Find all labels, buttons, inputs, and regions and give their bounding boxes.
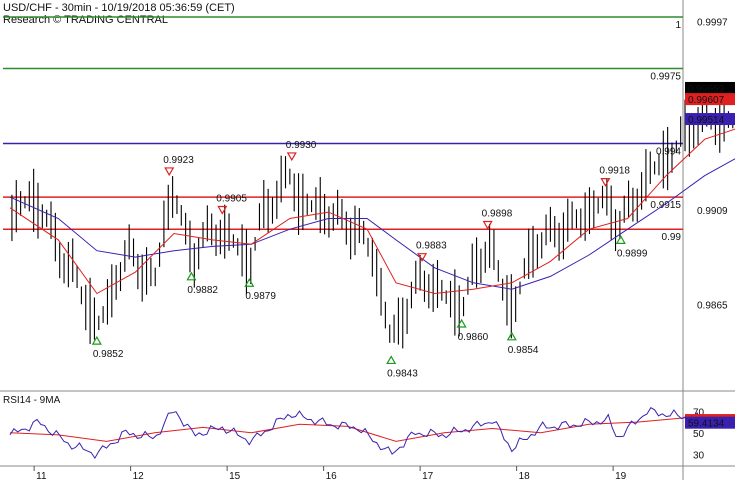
rsi-ma-line <box>9 417 735 442</box>
swing-high-label-9: 0.9898 <box>482 209 513 220</box>
price-tag-2: 0.99514 <box>688 115 725 126</box>
swing-low-label-2: 0.9882 <box>187 285 218 296</box>
swing-low-label-4: 0.9879 <box>245 291 276 302</box>
swing-low-marker-8 <box>456 318 467 328</box>
rsi-tag-1: 59.4134 <box>688 419 725 430</box>
swing-low-label-12: 0.9899 <box>617 248 648 259</box>
blue-moving-average <box>9 158 735 290</box>
swing-high-marker-9 <box>482 220 493 230</box>
time-label-4: 17 <box>422 471 434 480</box>
rsi-title: RSI14 - 9MA <box>3 395 61 406</box>
swing-low-marker-6 <box>386 355 397 365</box>
price-tag-bg-0 <box>685 81 735 94</box>
level-label-3: 0.9915 <box>650 200 681 211</box>
swing-high-label-3: 0.9905 <box>216 194 247 205</box>
swing-high-marker-1 <box>164 167 175 177</box>
level-label-1: 0.9975 <box>650 71 681 82</box>
level-label-4: 0.99 <box>662 232 682 243</box>
red-moving-average <box>9 128 735 295</box>
swing-high-marker-11 <box>600 178 611 187</box>
price-tag-bg-1 <box>685 93 735 106</box>
swing-low-label-10: 0.9854 <box>508 345 539 356</box>
swing-high-label-11: 0.9918 <box>599 166 630 177</box>
price-tag-1: 0.99607 <box>688 95 725 106</box>
swing-low-label-0: 0.9852 <box>93 349 124 360</box>
swing-low-marker-0 <box>91 335 102 345</box>
time-label-6: 19 <box>615 471 627 480</box>
level-label-2: 0.994 <box>656 146 681 157</box>
swing-low-label-6: 0.9843 <box>387 368 418 379</box>
price-axis-tick-0: 0.9997 <box>697 17 728 28</box>
time-label-3: 16 <box>326 471 338 480</box>
time-label-2: 15 <box>229 471 241 480</box>
swing-high-marker-3 <box>217 205 228 215</box>
swing-low-marker-12 <box>615 235 626 244</box>
time-label-0: 11 <box>36 471 47 480</box>
price-axis-tick-2: 0.9865 <box>697 300 728 311</box>
swing-low-marker-10 <box>506 331 517 341</box>
level-label-0: 1 <box>675 20 681 31</box>
chart-title: USD/CHF - 30min - 10/19/2018 05:36:59 (C… <box>3 2 235 14</box>
price-tag-0: 0.99659 <box>688 84 725 95</box>
rsi-tag-bg-1 <box>685 416 735 429</box>
swing-high-label-1: 0.9923 <box>163 155 194 166</box>
swing-high-marker-7 <box>417 253 428 262</box>
swing-high-marker-5 <box>286 152 297 162</box>
rsi-axis-tick-0: 70 <box>693 407 705 418</box>
time-label-1: 12 <box>133 471 145 480</box>
price-axis-tick-1: 0.9909 <box>697 206 728 217</box>
swing-low-marker-4 <box>244 278 255 287</box>
swing-high-label-5: 0.9930 <box>286 140 317 151</box>
rsi-axis-tick-1: 50 <box>693 429 705 440</box>
rsi-line <box>9 407 735 460</box>
price-tag-bg-2 <box>685 113 735 126</box>
swing-high-label-7: 0.9883 <box>416 241 447 252</box>
swing-low-label-8: 0.9860 <box>458 332 489 343</box>
rsi-axis-tick-2: 30 <box>693 450 705 461</box>
time-label-5: 18 <box>519 471 531 480</box>
swing-low-marker-2 <box>186 271 197 281</box>
